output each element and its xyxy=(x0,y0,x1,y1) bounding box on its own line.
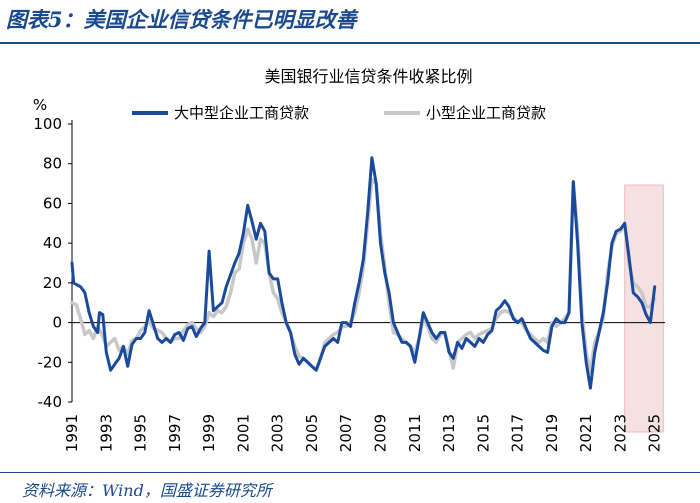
x-tick-label: 2013 xyxy=(440,414,458,452)
x-tick-label: 2019 xyxy=(543,414,561,452)
y-tick-label: 100 xyxy=(33,115,62,133)
x-tick-label: 2007 xyxy=(337,414,355,452)
x-tick-label: 1991 xyxy=(63,414,81,452)
x-tick-label: 2003 xyxy=(269,414,287,452)
x-tick-label: 2009 xyxy=(371,414,389,452)
x-tick-label: 1999 xyxy=(200,414,218,452)
x-tick-label: 1995 xyxy=(132,414,150,452)
y-tick-label: 60 xyxy=(43,194,62,212)
y-tick-label: -40 xyxy=(38,393,63,411)
source-note: 资料来源：Wind，国盛证券研究所 xyxy=(22,481,272,500)
chart-title: 美国银行业信贷条件收紧比例 xyxy=(264,67,472,86)
legend-label-2: 小型企业工商贷款 xyxy=(426,104,546,122)
y-axis-unit: % xyxy=(33,96,47,114)
y-tick-label: 80 xyxy=(43,155,62,173)
title-rule xyxy=(0,42,700,44)
x-tick-label: 2011 xyxy=(406,414,424,452)
y-tick-label: 0 xyxy=(52,314,62,332)
source-rule xyxy=(0,472,700,473)
x-tick-label: 2017 xyxy=(509,414,527,452)
line-chart: 美国银行业信贷条件收紧比例% 大中型企业工商贷款 小型企业工商贷款 -40 -20 0 20… xyxy=(33,67,665,452)
figure-title: 图表5：美国企业信贷条件已明显改善 xyxy=(6,7,357,32)
y-tick-label: -20 xyxy=(38,353,63,371)
x-tick-label: 2023 xyxy=(611,414,629,452)
x-tick-label: 1997 xyxy=(166,414,184,452)
x-tick-label: 2021 xyxy=(577,414,595,452)
y-tick-label: 20 xyxy=(43,274,62,292)
x-tick-label: 2005 xyxy=(303,414,321,452)
series-line-2 xyxy=(70,177,657,374)
legend-label-1: 大中型企业工商贷款 xyxy=(174,104,309,122)
x-tick-label: 1993 xyxy=(97,414,115,452)
x-tick-label: 2015 xyxy=(474,414,492,452)
x-tick-label: 2001 xyxy=(234,414,252,452)
y-tick-label: 40 xyxy=(43,234,62,252)
series-line-1 xyxy=(70,156,657,390)
x-tick-label: 2025 xyxy=(646,414,664,452)
